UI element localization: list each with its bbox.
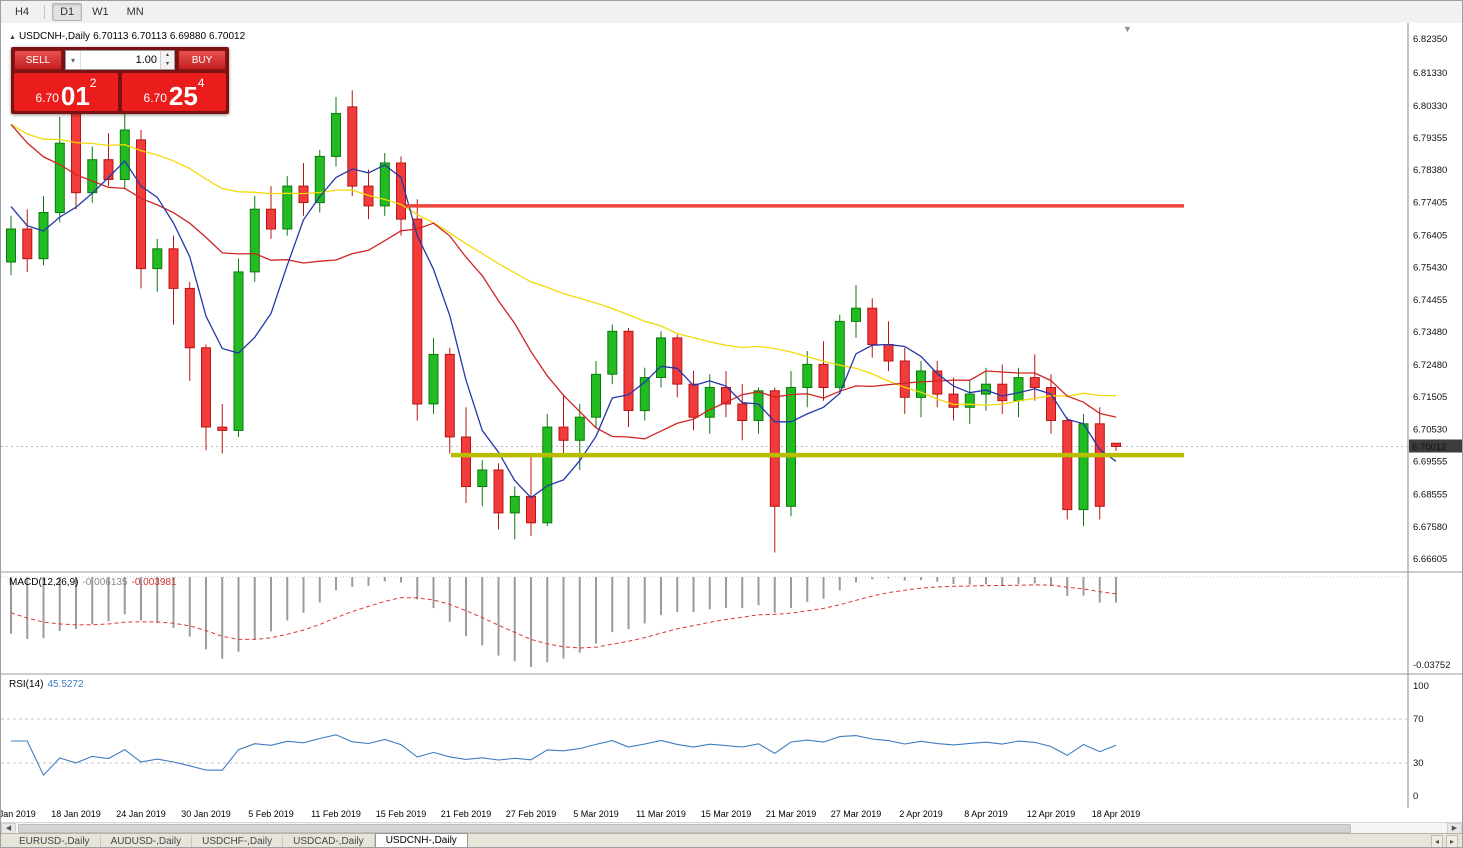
timeframe-button-h4[interactable]: H4 (15, 6, 30, 18)
time-axis-label: 15 Mar 2019 (700, 809, 752, 819)
chart-tab-eurusd-daily[interactable]: EURUSD-,Daily (9, 835, 101, 847)
time-axis-label: 12 Apr 2019 (1026, 809, 1076, 819)
time-axis-label: 11 Mar 2019 (636, 809, 686, 819)
chart-tab-audusd-daily[interactable]: AUDUSD-,Daily (101, 835, 193, 847)
svg-text:6.66605: 6.66605 (1413, 554, 1447, 565)
svg-text:6.67580: 6.67580 (1413, 522, 1447, 533)
sell-price-pips: 01 (60, 81, 90, 111)
buy-price-display[interactable]: 6.70 25 4 (122, 73, 226, 111)
svg-text:6.71505: 6.71505 (1413, 392, 1447, 403)
chart-ohlc-header: ▲ USDCNH-,Daily 6.70113 6.70113 6.69880 6.700… (9, 31, 248, 42)
svg-text:30: 30 (1413, 758, 1424, 769)
scrollbar-thumb[interactable] (18, 824, 1351, 833)
timeframe-toolbar: H4 D1 W1 MN (1, 1, 1462, 24)
ohlc-close: 6.70012 (209, 31, 246, 42)
svg-text:6.69555: 6.69555 (1413, 457, 1447, 468)
volume-down-icon[interactable]: ▾ (161, 60, 174, 69)
svg-text:6.70530: 6.70530 (1413, 424, 1447, 435)
volume-input[interactable] (81, 51, 160, 69)
macd-signal-value: -0.003981 (131, 577, 177, 588)
svg-text:6.81330: 6.81330 (1413, 68, 1447, 79)
symbol-expand-icon[interactable]: ▲ (9, 34, 16, 41)
time-axis-label: 11 Feb 2019 (311, 809, 361, 819)
chart-symbol-label: USDCNH-,Daily (18, 31, 91, 42)
scrollbar-track[interactable] (16, 823, 1447, 834)
sell-price-display[interactable]: 6.70 01 2 (14, 73, 118, 111)
time-axis-label: 5 Mar 2019 (573, 809, 619, 819)
time-axis-label: 5 Feb 2019 (248, 809, 294, 819)
volume-dropdown-icon[interactable]: ▾ (66, 51, 81, 69)
svg-text:6.80330: 6.80330 (1413, 101, 1447, 112)
buy-price-pips: 25 (168, 81, 198, 111)
time-axis-label: 30 Jan 2019 (181, 809, 231, 819)
macd-name: MACD(12,26,9) (9, 577, 79, 588)
tab-nav: ◂ ▸ (1427, 834, 1462, 847)
macd-label: MACD(12,26,9) -0.006135 -0.003981 (9, 577, 177, 588)
svg-text:6.72480: 6.72480 (1413, 360, 1447, 371)
chart-canvas[interactable]: 6.82350 6.81330 6.80330 6.79355 6.78380 6.774… (1, 23, 1463, 808)
chart-area[interactable]: 6.82350 6.81330 6.80330 6.79355 6.78380 6.774… (1, 23, 1463, 808)
svg-text:6.73480: 6.73480 (1413, 327, 1447, 338)
sell-price-pipette: 2 (89, 76, 97, 90)
svg-text:6.78380: 6.78380 (1413, 165, 1447, 176)
time-axis-label: 18 Apr 2019 (1091, 809, 1141, 819)
time-axis-label: 15 Feb 2019 (375, 809, 427, 819)
svg-text:6.79355: 6.79355 (1413, 133, 1447, 144)
autoscroll-marker-icon[interactable]: ▼ (1123, 24, 1132, 34)
time-axis-label: 18 Jan 2019 (51, 809, 101, 819)
ohlc-open: 6.70113 (93, 31, 129, 42)
svg-text:6.77405: 6.77405 (1413, 197, 1447, 208)
timeframe-button-mn[interactable]: MN (126, 6, 144, 18)
time-axis-label: 8 Apr 2019 (964, 809, 1008, 819)
timeframe-buttons: H4 D1 W1 MN (7, 3, 152, 21)
chart-tab-usdcnh-daily[interactable]: USDCNH-,Daily (374, 833, 468, 847)
timeframe-button-d1[interactable]: D1 (52, 3, 83, 21)
svg-text:6.74455: 6.74455 (1413, 295, 1447, 306)
svg-text:100: 100 (1413, 681, 1429, 692)
volume-input-group: ▾ ▴ ▾ (65, 50, 175, 70)
svg-text:6.68555: 6.68555 (1413, 490, 1447, 501)
rsi-label: RSI(14) 45.5272 (9, 679, 84, 690)
svg-text:0: 0 (1413, 791, 1418, 802)
time-axis-label: 27 Feb 2019 (505, 809, 557, 819)
svg-text:-0.03752: -0.03752 (1413, 660, 1451, 671)
chart-tab-usdchf-daily[interactable]: USDCHF-,Daily (192, 835, 284, 847)
time-axis-label: 21 Mar 2019 (765, 809, 817, 819)
rsi-value: 45.5272 (47, 679, 84, 690)
svg-text:6.82350: 6.82350 (1413, 34, 1447, 45)
horizontal-scrollbar[interactable]: ◀ ▶ (1, 822, 1462, 834)
tabs-scroll-left-button[interactable]: ◂ (1430, 835, 1443, 847)
time-axis[interactable]: 14 Jan 2019 18 Jan 2019 24 Jan 2019 30 Jan … (1, 808, 1408, 822)
ohlc-low: 6.69880 (169, 31, 207, 42)
sell-price-figure: 6.70 (35, 91, 59, 105)
chart-tab-usdcad-daily[interactable]: USDCAD-,Daily (283, 835, 375, 847)
time-axis-label: 21 Feb 2019 (440, 809, 492, 819)
svg-text:6.76405: 6.76405 (1413, 230, 1447, 241)
chart-tab-bar: EURUSD-,Daily AUDUSD-,Daily USDCHF-,Daily U… (1, 833, 1462, 847)
macd-main-value: -0.006135 (82, 577, 128, 588)
timeframe-button-w1[interactable]: W1 (92, 6, 109, 18)
svg-text:6.75430: 6.75430 (1413, 263, 1447, 274)
svg-text:70: 70 (1413, 714, 1424, 725)
sell-button[interactable]: SELL (14, 50, 62, 70)
volume-spinner[interactable]: ▴ ▾ (160, 51, 174, 69)
buy-button[interactable]: BUY (178, 50, 226, 70)
svg-text:6.70012: 6.70012 (1412, 442, 1446, 453)
volume-up-icon[interactable]: ▴ (161, 51, 174, 60)
ohlc-high: 6.70113 (131, 31, 167, 42)
time-axis-label: 27 Mar 2019 (830, 809, 882, 819)
time-axis-label: 2 Apr 2019 (899, 809, 943, 819)
time-axis-label: 14 Jan 2019 (0, 809, 36, 819)
tabs-scroll-right-button[interactable]: ▸ (1445, 835, 1458, 847)
time-axis-label: 24 Jan 2019 (116, 809, 166, 819)
buy-price-pipette: 4 (197, 76, 205, 90)
chart-tabs: EURUSD-,Daily AUDUSD-,Daily USDCHF-,Daily U… (9, 833, 468, 847)
buy-price-figure: 6.70 (143, 91, 167, 105)
rsi-name: RSI(14) (9, 679, 44, 690)
